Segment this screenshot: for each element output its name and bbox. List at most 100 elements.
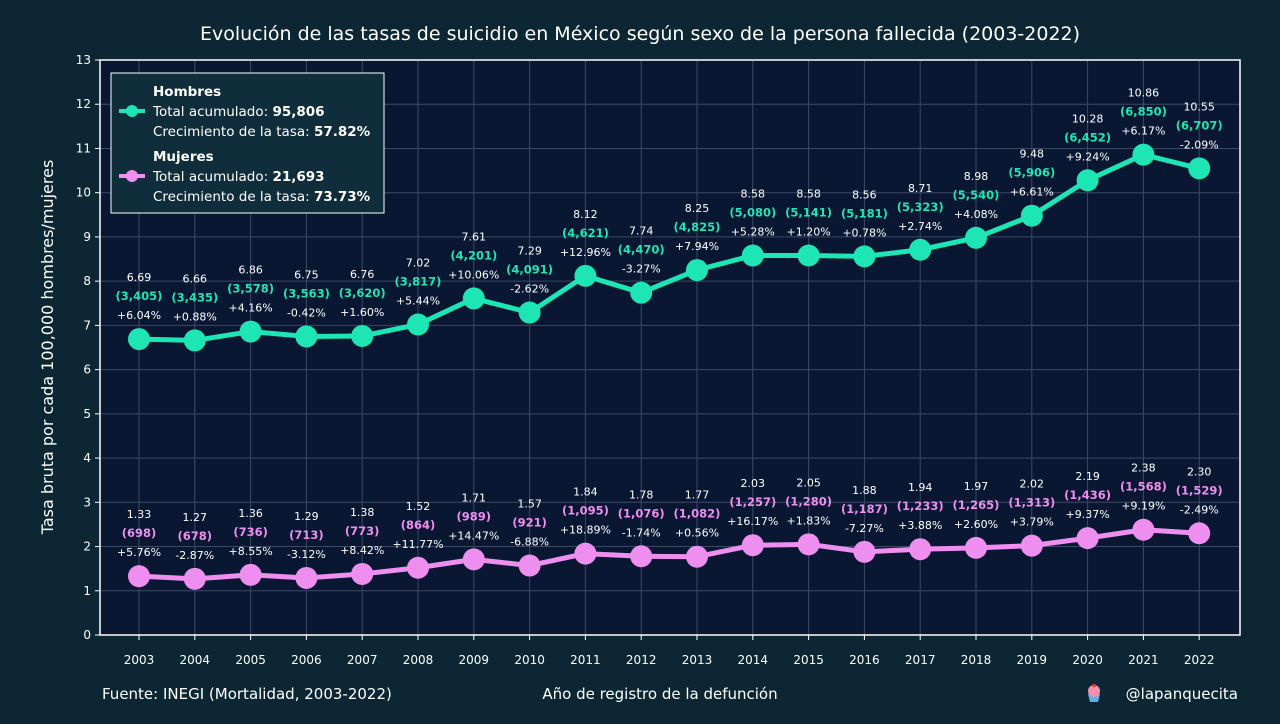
x-tick-label: 2021 (1128, 653, 1159, 667)
count-label-mujeres: (1,187) (841, 502, 888, 516)
change-label-hombres: +10.06% (448, 268, 499, 281)
count-label-mujeres: (1,233) (897, 499, 944, 513)
count-label-hombres: (5,323) (897, 200, 944, 214)
x-tick-label: 2007 (347, 653, 378, 667)
legend-total-mujeres: Total acumulado: 21,693 (152, 169, 325, 185)
value-label-mujeres: 1.52 (406, 500, 431, 513)
value-label-mujeres: 2.19 (1075, 470, 1100, 483)
credit: @lapanquecita (1088, 683, 1238, 703)
legend-marker-mujeres (126, 170, 138, 182)
change-label-hombres: +5.44% (396, 295, 440, 308)
count-label-mujeres: (713) (289, 528, 324, 542)
change-label-mujeres: -6.88% (510, 536, 549, 549)
count-label-hombres: (6,452) (1064, 130, 1111, 144)
value-label-hombres: 8.56 (852, 188, 877, 201)
value-label-hombres: 10.55 (1183, 100, 1215, 113)
data-point-hombres (909, 238, 932, 261)
data-point-mujeres (183, 567, 206, 590)
credit-text: @lapanquecita (1126, 685, 1238, 703)
y-tick-label: 2 (83, 540, 91, 554)
count-label-mujeres: (864) (401, 518, 436, 532)
chart-title: Evolución de las tasas de suicidio en Mé… (200, 23, 1080, 45)
legend-total-value-hombres: 95,806 (272, 104, 324, 120)
legend-growth-label-hombres: Crecimiento de la tasa: (153, 124, 314, 140)
value-label-hombres: 7.02 (406, 257, 431, 270)
count-label-hombres: (4,470) (618, 243, 665, 257)
change-label-mujeres: +3.79% (1010, 516, 1054, 529)
change-label-mujeres: +8.55% (229, 545, 273, 558)
change-label-mujeres: +0.56% (675, 527, 719, 540)
value-label-mujeres: 1.88 (852, 484, 877, 497)
data-point-mujeres (909, 538, 932, 561)
value-label-mujeres: 1.27 (183, 511, 208, 524)
x-axis-label: Año de registro de la defunción (542, 685, 777, 703)
count-label-hombres: (5,906) (1008, 166, 1055, 180)
change-label-mujeres: -3.12% (287, 548, 326, 561)
change-label-hombres: +12.96% (560, 246, 611, 259)
count-label-mujeres: (989) (457, 509, 492, 523)
change-label-hombres: -0.42% (287, 306, 326, 319)
legend-growth-value-hombres: 57.82% (314, 124, 371, 140)
data-point-mujeres (351, 562, 374, 585)
value-label-mujeres: 1.77 (685, 489, 710, 502)
x-tick-label: 2020 (1072, 653, 1103, 667)
change-label-hombres: +7.94% (675, 240, 719, 253)
legend-growth-hombres: Crecimiento de la tasa: 57.82% (153, 124, 371, 140)
change-label-mujeres: +8.42% (340, 544, 384, 557)
data-point-hombres (630, 281, 653, 304)
change-label-hombres: +1.60% (340, 306, 384, 319)
data-point-mujeres (128, 565, 150, 588)
value-label-mujeres: 2.38 (1131, 462, 1156, 475)
count-label-mujeres: (1,280) (785, 494, 832, 508)
value-label-hombres: 8.58 (741, 188, 766, 201)
cupcake-icon (1088, 683, 1100, 702)
change-label-mujeres: +2.60% (954, 518, 998, 531)
count-label-mujeres: (1,265) (953, 498, 1000, 512)
change-label-hombres: +1.20% (787, 226, 831, 239)
change-label-hombres: +6.17% (1121, 125, 1165, 138)
count-label-hombres: (3,578) (227, 282, 274, 296)
count-label-hombres: (5,540) (953, 188, 1000, 202)
data-point-mujeres (239, 563, 262, 586)
x-tick-label: 2014 (738, 653, 769, 667)
value-label-mujeres: 1.84 (573, 486, 598, 499)
value-label-mujeres: 1.38 (350, 506, 375, 519)
count-label-hombres: (4,825) (674, 220, 721, 234)
y-tick-label: 1 (83, 584, 91, 598)
data-point-hombres (797, 244, 820, 267)
change-label-mujeres: -7.27% (845, 522, 884, 535)
y-tick-label: 11 (76, 141, 91, 155)
data-point-mujeres (797, 533, 820, 556)
value-label-hombres: 6.86 (238, 264, 263, 277)
change-label-hombres: +6.04% (117, 309, 161, 322)
change-label-mujeres: +16.17% (727, 515, 778, 528)
value-label-hombres: 8.58 (796, 188, 821, 201)
count-label-hombres: (4,621) (562, 226, 609, 240)
value-label-hombres: 7.29 (517, 245, 542, 258)
value-label-mujeres: 1.97 (964, 480, 989, 493)
count-label-mujeres: (698) (122, 526, 157, 540)
data-point-hombres (1020, 204, 1043, 227)
change-label-hombres: +9.24% (1066, 150, 1110, 163)
x-tick-label: 2012 (626, 653, 657, 667)
value-label-mujeres: 1.57 (517, 498, 542, 511)
value-label-hombres: 8.98 (964, 170, 989, 183)
change-label-hombres: +6.61% (1010, 186, 1054, 199)
legend-total-value-mujeres: 21,693 (272, 169, 324, 185)
plot-frame (99, 59, 1241, 636)
legend-growth-mujeres: Crecimiento de la tasa: 73.73% (153, 189, 371, 205)
legend-name-hombres: Hombres (153, 84, 221, 100)
count-label-mujeres: (1,095) (562, 504, 609, 518)
data-point-hombres (853, 245, 876, 268)
change-label-mujeres: -1.74% (622, 526, 661, 539)
value-label-hombres: 10.28 (1072, 112, 1104, 125)
change-label-mujeres: +1.83% (787, 514, 831, 527)
count-label-mujeres: (736) (233, 525, 268, 539)
value-label-mujeres: 2.03 (741, 477, 766, 490)
count-label-mujeres: (678) (178, 529, 213, 543)
count-label-mujeres: (1,082) (674, 507, 721, 521)
data-point-hombres (351, 325, 374, 347)
legend-entry-hombres: Hombres Total acumulado: 95,806 Crecimie… (119, 84, 371, 140)
